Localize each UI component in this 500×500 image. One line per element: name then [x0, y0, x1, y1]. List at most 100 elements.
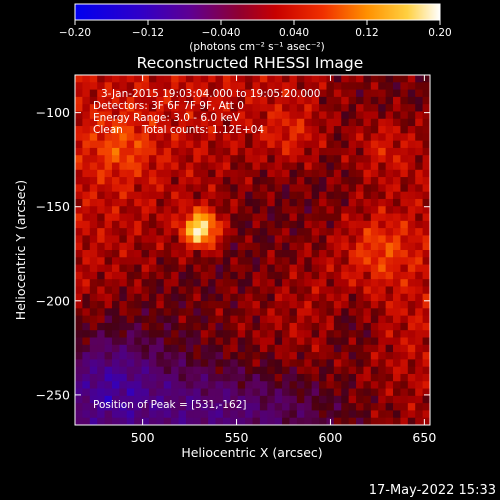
heatmap-cell	[222, 184, 231, 193]
heatmap-cell	[97, 228, 106, 237]
heatmap-cell	[185, 220, 194, 229]
heatmap-cell	[193, 89, 202, 98]
heatmap-cell	[75, 388, 83, 397]
heatmap-cell	[282, 301, 291, 309]
heatmap-cell	[341, 89, 350, 98]
heatmap-cell	[274, 315, 283, 324]
heatmap-cell	[200, 206, 209, 215]
heatmap-cell	[215, 191, 224, 200]
heatmap-cell	[348, 191, 357, 200]
heatmap-cell	[393, 293, 402, 302]
heatmap-cell	[104, 286, 113, 295]
heatmap-cell	[311, 133, 320, 142]
heatmap-cell	[193, 264, 202, 273]
heatmap-cell	[119, 403, 128, 412]
heatmap-cell	[289, 293, 298, 302]
heatmap-cell	[259, 395, 268, 404]
heatmap-cell	[319, 126, 328, 134]
heatmap-cell	[282, 155, 291, 164]
heatmap-cell	[245, 177, 254, 185]
heatmap-cell	[393, 410, 402, 419]
heatmap-cell	[400, 155, 409, 164]
heatmap-cell	[104, 330, 113, 339]
heatmap-cell	[326, 155, 335, 164]
heatmap-cell	[82, 140, 91, 149]
heatmap-cell	[230, 403, 239, 412]
heatmap-cell	[289, 308, 298, 317]
heatmap-cell	[82, 301, 91, 309]
heatmap-cell	[400, 250, 409, 258]
heatmap-cell	[185, 366, 194, 375]
heatmap-cell	[126, 155, 135, 164]
heatmap-cell	[348, 403, 357, 412]
heatmap-cell	[415, 315, 424, 324]
heatmap-cell	[259, 373, 268, 382]
heatmap-cell	[282, 388, 291, 397]
heatmap-cell	[230, 315, 239, 324]
heatmap-cell	[111, 271, 120, 280]
heatmap-cell	[304, 140, 313, 149]
heatmap-cell	[104, 271, 113, 280]
heatmap-cell	[215, 111, 224, 120]
heatmap-cell	[171, 373, 180, 382]
heatmap-cell	[148, 410, 157, 419]
heatmap-cell	[104, 308, 113, 317]
heatmap-cell	[134, 220, 143, 229]
heatmap-cell	[126, 111, 135, 120]
heatmap-cell	[385, 257, 394, 266]
heatmap-cell	[311, 308, 320, 317]
heatmap-cell	[97, 250, 106, 258]
heatmap-cell	[341, 395, 350, 404]
heatmap-cell	[289, 118, 298, 127]
heatmap-cell	[82, 75, 91, 83]
heatmap-cell	[393, 271, 402, 280]
heatmap-cell	[370, 315, 379, 324]
heatmap-cell	[393, 264, 402, 273]
heatmap-cell	[385, 417, 394, 425]
heatmap-cell	[259, 220, 268, 229]
heatmap-cell	[111, 388, 120, 397]
heatmap-cell	[245, 140, 254, 149]
heatmap-cell	[393, 220, 402, 229]
heatmap-cell	[400, 286, 409, 295]
heatmap-cell	[200, 198, 209, 207]
heatmap-cell	[415, 184, 424, 193]
heatmap-cell	[171, 198, 180, 207]
heatmap-cell	[111, 118, 120, 127]
heatmap-cell	[75, 133, 83, 142]
heatmap-cell	[385, 220, 394, 229]
heatmap-cell	[341, 344, 350, 353]
heatmap-cell	[230, 213, 239, 222]
heatmap-cell	[230, 279, 239, 288]
heatmap-cell	[282, 359, 291, 368]
heatmap-cell	[126, 301, 135, 309]
heatmap-cell	[104, 293, 113, 302]
heatmap-cell	[333, 359, 342, 368]
heatmap-cell	[89, 206, 98, 215]
heatmap-cell	[200, 403, 209, 412]
heatmap-cell	[378, 381, 387, 390]
heatmap-cell	[134, 147, 143, 156]
heatmap-cell	[178, 301, 187, 309]
heatmap-cell	[200, 271, 209, 280]
heatmap-cell	[356, 301, 365, 309]
heatmap-cell	[348, 133, 357, 142]
heatmap-cell	[178, 228, 187, 237]
heatmap-cell	[119, 162, 128, 171]
heatmap-cell	[134, 235, 143, 244]
heatmap-cell	[75, 147, 83, 156]
heatmap-cell	[82, 359, 91, 368]
heatmap-cell	[378, 147, 387, 156]
annotation-time-range: 3-Jan-2015 19:03:04.000 to 19:05:20.000	[101, 88, 320, 100]
heatmap-cell	[111, 286, 120, 295]
heatmap-cell	[311, 330, 320, 339]
heatmap-cell	[378, 198, 387, 207]
heatmap-cell	[222, 359, 231, 368]
heatmap-cell	[82, 96, 91, 105]
heatmap-cell	[119, 220, 128, 229]
heatmap-cell	[267, 257, 276, 266]
heatmap-cell	[326, 257, 335, 266]
heatmap-cell	[82, 228, 91, 237]
heatmap-cell	[111, 293, 120, 302]
heatmap-cell	[163, 315, 172, 324]
